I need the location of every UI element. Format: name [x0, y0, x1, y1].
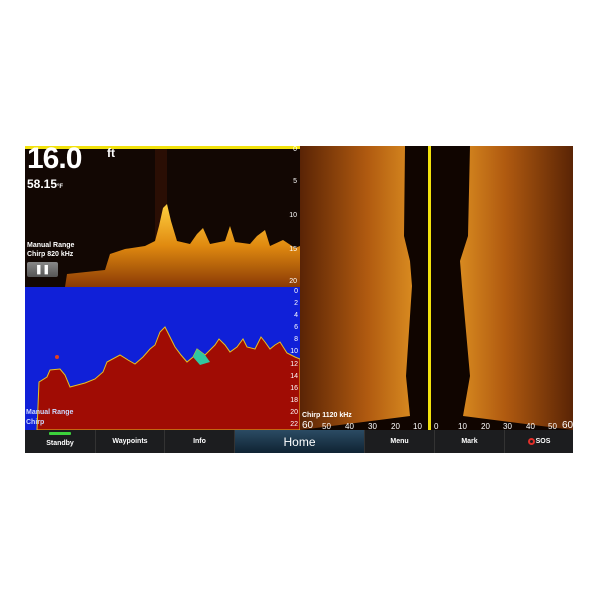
traditional-sonar-pane[interactable]: 16.0 ft 58.15°F Manual Range Chirp 820 k…	[25, 146, 300, 287]
depth-tick: 20	[289, 278, 297, 285]
right-scan	[460, 146, 573, 430]
depth-tick: 4	[294, 312, 298, 319]
fish-arch	[193, 349, 210, 365]
sos-lifebuoy-icon	[527, 438, 535, 445]
home-button[interactable]: Home	[235, 430, 365, 453]
depth-tick: 5	[293, 178, 297, 185]
standby-button[interactable]: Standby	[25, 430, 96, 453]
range-tick: 10	[413, 422, 422, 431]
depth-tick: 14	[290, 373, 298, 380]
depth-tick: 6	[294, 324, 298, 331]
depth-tick: 10	[289, 212, 297, 219]
depth-tick: 0	[293, 146, 297, 153]
depth-tick: 2	[294, 300, 298, 307]
depth-readout: 16.0	[27, 146, 82, 175]
water-temp: 58.15°F	[27, 177, 63, 191]
sos-button[interactable]: SOS	[505, 430, 573, 453]
depth-tick: 16	[290, 385, 298, 392]
standby-indicator	[49, 432, 71, 435]
sos-label: SOS	[535, 438, 551, 445]
range-tick: 60	[562, 420, 573, 431]
range-tick: 20	[481, 422, 490, 431]
depth-tick: 18	[290, 397, 298, 404]
range-tick: 40	[526, 422, 535, 431]
range-tick: 50	[548, 422, 557, 431]
range-mode-label: Manual Range	[27, 242, 75, 249]
sonar-returns	[65, 149, 300, 287]
range-tick: 50	[322, 422, 331, 431]
left-scan	[300, 146, 412, 430]
temp-unit: °F	[57, 184, 64, 190]
sidevu-sonar-pane[interactable]: Chirp 1120 kHz 60 50 40 30 20 10 0 10 20…	[300, 146, 573, 431]
range-tick: 60	[302, 420, 314, 431]
pause-icon: ❚❚	[34, 264, 51, 274]
depth-tick: 12	[290, 361, 298, 368]
sonar-returns	[36, 326, 300, 430]
range-mode-label: Manual Range	[26, 409, 74, 416]
mark-button[interactable]: Mark	[435, 430, 505, 453]
depth-tick: 10	[290, 348, 298, 355]
frequency-label: Chirp	[26, 419, 45, 426]
center-line	[428, 146, 431, 430]
standby-label: Standby	[46, 440, 74, 447]
range-tick: 40	[345, 422, 354, 431]
depth-tick: 20	[290, 409, 298, 416]
pause-button[interactable]: ❚❚	[27, 262, 58, 277]
bottom-return	[36, 326, 300, 430]
range-tick: 10	[458, 422, 467, 431]
menu-button[interactable]: Menu	[365, 430, 435, 453]
depth-bar	[25, 146, 300, 149]
frequency-label: Chirp 820 kHz	[27, 251, 74, 258]
water-temp-value: 58.15	[27, 177, 58, 191]
range-tick: 0	[434, 422, 439, 431]
range-tick: 30	[368, 422, 377, 431]
info-button[interactable]: Info	[165, 430, 235, 453]
frequency-label: Chirp 1120 kHz	[302, 412, 352, 419]
fish-target	[55, 355, 59, 359]
depth-tick: 15	[289, 246, 297, 253]
chartplotter-screen: 16.0 ft 58.15°F Manual Range Chirp 820 k…	[25, 146, 573, 453]
bottom-nav-bar: Standby Waypoints Info Home Menu Mark SO…	[25, 430, 573, 453]
waypoints-button[interactable]: Waypoints	[96, 430, 165, 453]
range-tick: 30	[503, 422, 512, 431]
depth-unit: ft	[107, 146, 115, 160]
depth-tick: 8	[294, 336, 298, 343]
bottom-return	[65, 204, 300, 287]
depth-tick: 0	[294, 288, 298, 295]
range-tick: 20	[391, 422, 400, 431]
side-scan-returns	[300, 146, 573, 430]
depth-tick: 22	[290, 421, 298, 428]
chirp-sonar-pane[interactable]: Manual Range Chirp 0 2 4 6 8 10 12 14 16…	[25, 287, 300, 430]
